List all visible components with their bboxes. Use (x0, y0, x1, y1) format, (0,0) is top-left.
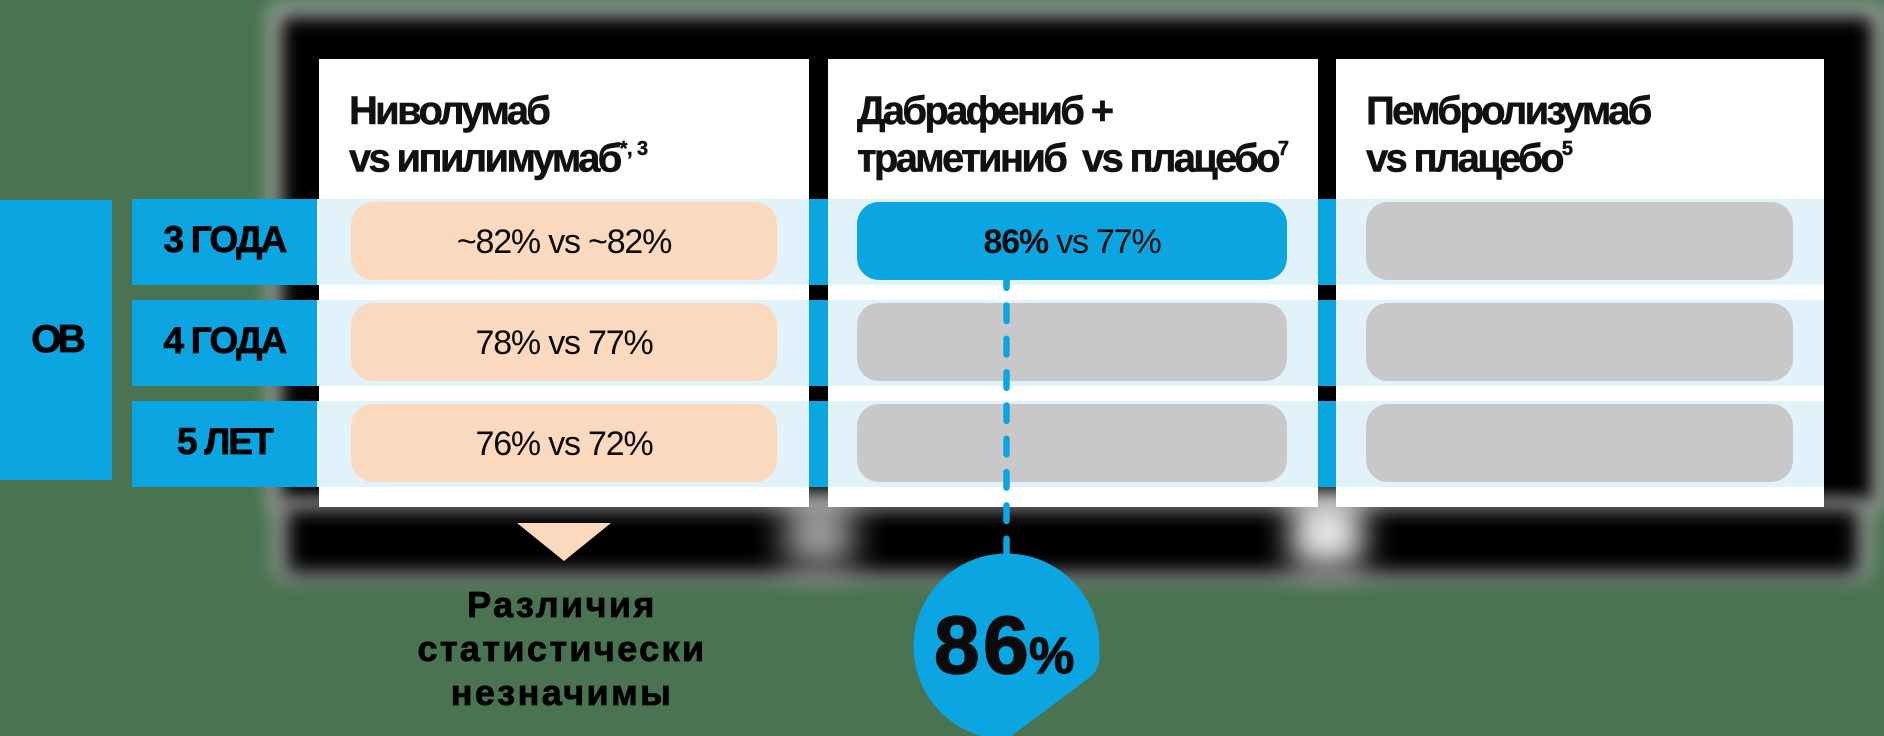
svg-text:86: 86 (934, 600, 1032, 691)
svg-text:%: % (1029, 627, 1074, 684)
